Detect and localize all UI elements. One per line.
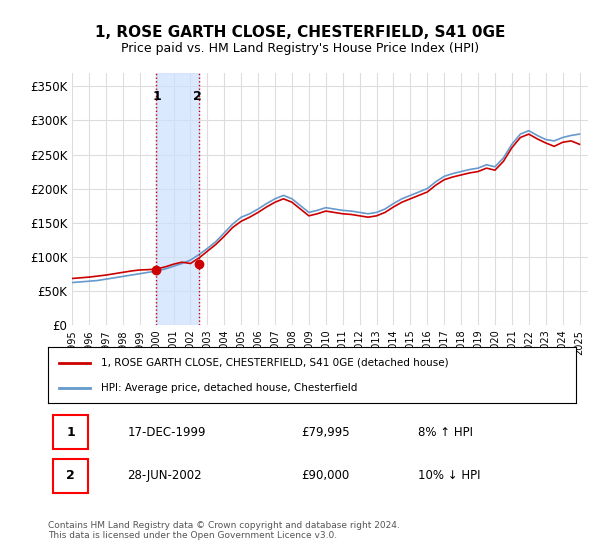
- Text: 1, ROSE GARTH CLOSE, CHESTERFIELD, S41 0GE (detached house): 1, ROSE GARTH CLOSE, CHESTERFIELD, S41 0…: [101, 358, 448, 368]
- Bar: [156, 73, 199, 325]
- Text: 28-JUN-2002: 28-JUN-2002: [127, 469, 202, 482]
- Text: Price paid vs. HM Land Registry's House Price Index (HPI): Price paid vs. HM Land Registry's House …: [121, 42, 479, 55]
- Text: HPI: Average price, detached house, Chesterfield: HPI: Average price, detached house, Ches…: [101, 382, 357, 393]
- Text: 1: 1: [67, 426, 75, 438]
- Text: 2: 2: [193, 90, 202, 103]
- Text: £79,995: £79,995: [301, 426, 350, 438]
- Text: 17-DEC-1999: 17-DEC-1999: [127, 426, 206, 438]
- Text: 1: 1: [152, 90, 161, 103]
- Text: 10% ↓ HPI: 10% ↓ HPI: [418, 469, 480, 482]
- Text: 2: 2: [67, 469, 75, 482]
- FancyBboxPatch shape: [53, 416, 88, 449]
- FancyBboxPatch shape: [53, 459, 88, 493]
- Text: 8% ↑ HPI: 8% ↑ HPI: [418, 426, 473, 438]
- Text: Contains HM Land Registry data © Crown copyright and database right 2024.
This d: Contains HM Land Registry data © Crown c…: [48, 521, 400, 540]
- Text: 1, ROSE GARTH CLOSE, CHESTERFIELD, S41 0GE: 1, ROSE GARTH CLOSE, CHESTERFIELD, S41 0…: [95, 25, 505, 40]
- Text: £90,000: £90,000: [301, 469, 350, 482]
